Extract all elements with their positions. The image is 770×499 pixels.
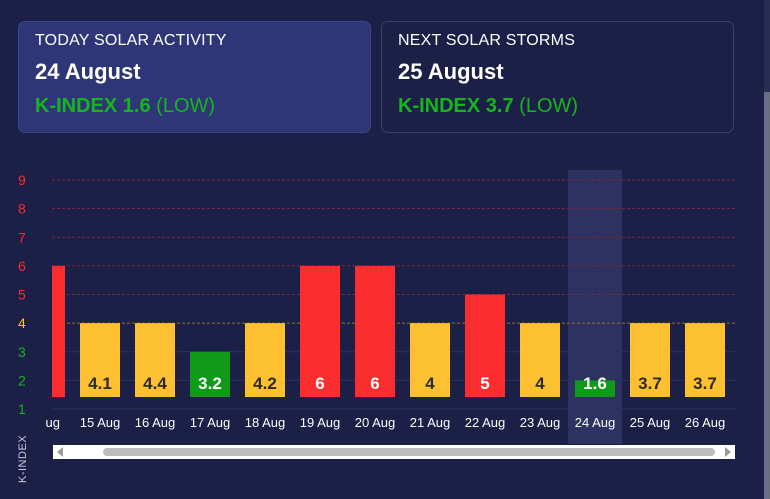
next-k-level: (LOW) bbox=[519, 95, 579, 117]
data-label-15-aug: 4.1 bbox=[88, 374, 112, 393]
bar-20-aug bbox=[355, 265, 395, 397]
chart-scroll-thumb[interactable] bbox=[103, 448, 715, 456]
y-tick-label-9: 9 bbox=[18, 172, 26, 188]
bar-21-aug bbox=[410, 323, 450, 397]
data-label-23-aug: 4 bbox=[535, 374, 545, 393]
data-label-26-aug: 3.7 bbox=[693, 374, 717, 393]
bar-26-aug bbox=[685, 323, 725, 397]
y-tick-label-7: 7 bbox=[18, 229, 26, 245]
data-label-21-aug: 4 bbox=[425, 374, 435, 393]
x-tick-label-17-aug: 17 Aug bbox=[190, 415, 231, 430]
bar-15-aug bbox=[80, 323, 120, 397]
y-tick-label-5: 5 bbox=[18, 287, 26, 303]
x-tick-label-16-aug: 16 Aug bbox=[135, 415, 176, 430]
bar-17-aug bbox=[190, 351, 230, 397]
data-label-19-aug: 6 bbox=[315, 374, 324, 393]
today-card-date: 24 August bbox=[35, 59, 141, 84]
bar-aug bbox=[52, 265, 65, 397]
scroll-left-arrow-icon[interactable] bbox=[57, 447, 63, 457]
today-k-label: K-INDEX bbox=[35, 95, 118, 117]
bar-23-aug bbox=[520, 323, 560, 397]
x-tick-label-15-aug: 15 Aug bbox=[80, 415, 121, 430]
y-tick-label-2: 2 bbox=[18, 372, 26, 388]
x-tick-label-aug: ug bbox=[46, 415, 60, 430]
today-card-label: TODAY SOLAR ACTIVITY bbox=[35, 32, 227, 49]
y-tick-label-4: 4 bbox=[18, 315, 26, 331]
data-label-18-aug: 4.2 bbox=[253, 374, 277, 393]
data-label-16-aug: 4.4 bbox=[143, 374, 167, 393]
next-k-label: K-INDEX bbox=[398, 95, 481, 117]
next-card-date: 25 August bbox=[398, 59, 504, 84]
x-tick-label-18-aug: 18 Aug bbox=[245, 415, 286, 430]
bar-25-aug bbox=[630, 323, 670, 397]
today-k-value: 1.6 bbox=[122, 95, 151, 117]
bar-18-aug bbox=[245, 323, 285, 397]
next-k-index: K-INDEX 3.7 (LOW) bbox=[398, 95, 717, 118]
x-tick-label-21-aug: 21 Aug bbox=[410, 415, 451, 430]
next-solar-storms-card[interactable]: NEXT SOLAR STORMS 25 August K-INDEX 3.7 … bbox=[381, 21, 734, 133]
next-card-label: NEXT SOLAR STORMS bbox=[398, 32, 576, 49]
highlight-band bbox=[568, 170, 622, 444]
bar-19-aug bbox=[300, 265, 340, 397]
x-tick-label-24-aug: 24 Aug bbox=[575, 415, 616, 430]
page-scrollbar[interactable] bbox=[764, 92, 770, 499]
x-tick-label-19-aug: 19 Aug bbox=[300, 415, 341, 430]
x-tick-label-26-aug: 26 Aug bbox=[685, 415, 726, 430]
chart-scrollbar[interactable] bbox=[53, 445, 735, 459]
data-label-17-aug: 3.2 bbox=[198, 374, 222, 393]
y-tick-label-1: 1 bbox=[18, 401, 26, 417]
x-tick-label-22-aug: 22 Aug bbox=[465, 415, 506, 430]
x-tick-label-25-aug: 25 Aug bbox=[630, 415, 671, 430]
data-label-22-aug: 5 bbox=[480, 374, 489, 393]
y-tick-label-3: 3 bbox=[18, 344, 26, 360]
scroll-right-arrow-icon[interactable] bbox=[725, 447, 731, 457]
data-label-24-aug: 1.6 bbox=[583, 374, 607, 393]
scrollbar-top bbox=[764, 0, 770, 92]
bar-16-aug bbox=[135, 323, 175, 397]
bar-22-aug bbox=[465, 294, 505, 397]
today-solar-activity-card[interactable]: TODAY SOLAR ACTIVITY 24 August K-INDEX 1… bbox=[18, 21, 371, 133]
today-k-index: K-INDEX 1.6 (LOW) bbox=[35, 95, 354, 118]
y-axis-label: K-INDEX bbox=[17, 435, 29, 483]
y-tick-label-6: 6 bbox=[18, 258, 26, 274]
x-tick-label-23-aug: 23 Aug bbox=[520, 415, 561, 430]
y-tick-label-8: 8 bbox=[18, 201, 26, 217]
data-label-20-aug: 6 bbox=[370, 374, 379, 393]
bar-24-aug bbox=[575, 380, 615, 397]
today-k-level: (LOW) bbox=[156, 95, 216, 117]
data-label-25-aug: 3.7 bbox=[638, 374, 662, 393]
next-k-value: 3.7 bbox=[485, 95, 514, 117]
x-tick-label-20-aug: 20 Aug bbox=[355, 415, 396, 430]
